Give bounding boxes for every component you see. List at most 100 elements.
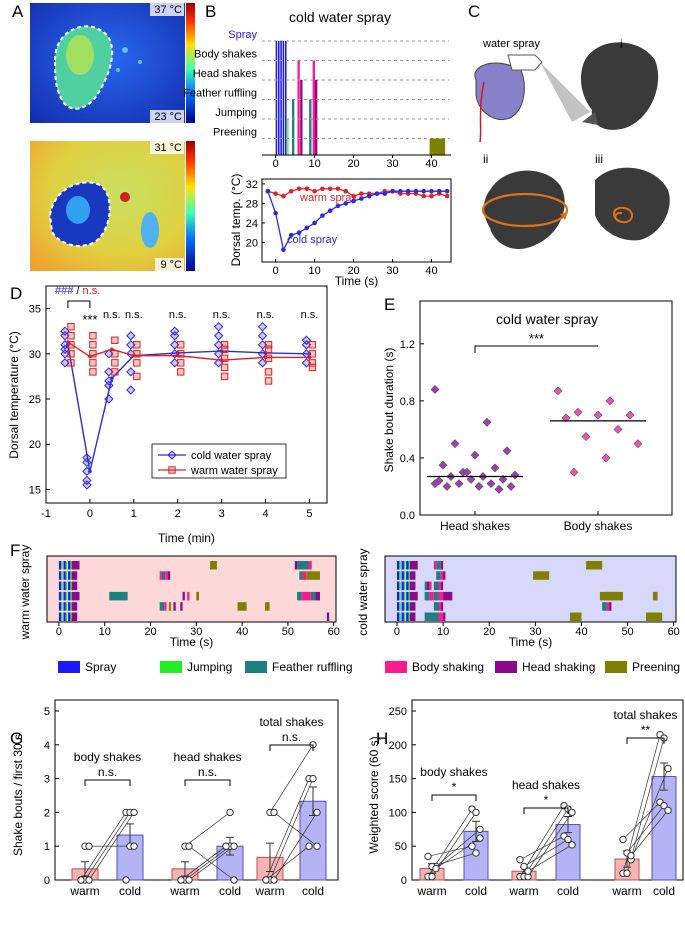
- pair-line: [184, 845, 231, 881]
- mean-point: [110, 347, 114, 352]
- y-tick-label: 1: [44, 841, 50, 853]
- behavior-bar: [61, 571, 63, 580]
- data-point: [130, 808, 138, 817]
- behavior-bar: [438, 591, 444, 601]
- series-label: warm spray: [299, 192, 357, 204]
- data-point: [424, 852, 432, 861]
- x-tick-label: 10: [437, 626, 449, 638]
- data-point: [126, 367, 136, 377]
- legend-label: Head shaking: [522, 660, 595, 674]
- group-label: body shakes: [420, 765, 487, 779]
- behavior-bar: [440, 561, 444, 570]
- behavior-bar: [196, 591, 200, 601]
- behavior-bar: [294, 561, 298, 570]
- data-point: [273, 191, 278, 196]
- data-point: [213, 331, 224, 341]
- data-point: [437, 188, 442, 194]
- behavior-bar: [301, 591, 311, 601]
- data-point: [444, 188, 450, 194]
- mean-point: [88, 469, 92, 474]
- y-tick-label: 20: [246, 237, 258, 249]
- data-point: [432, 864, 440, 873]
- behavior-bar: [443, 612, 446, 621]
- y-tick-label: 25: [29, 394, 41, 406]
- data-point: [77, 876, 85, 884]
- behavior-bar: [300, 80, 303, 155]
- baseline-test-part: n.s.: [83, 285, 101, 297]
- data-point: [468, 842, 476, 850]
- data-point: [220, 363, 229, 372]
- behavior-bar: [237, 602, 247, 611]
- x-tick-label: cold: [653, 884, 675, 898]
- behavior-bar: [396, 581, 400, 591]
- behavior-bar: [71, 591, 80, 601]
- data-point: [343, 188, 349, 194]
- significance-bracket: [184, 779, 231, 786]
- data-point: [308, 359, 317, 367]
- behavior-bar: [61, 591, 63, 601]
- behavior-bar: [409, 602, 416, 611]
- behavior-bar: [164, 602, 167, 611]
- data-point: [476, 834, 484, 842]
- behavior-bar: [406, 581, 409, 591]
- legend-swatch: [160, 661, 182, 673]
- chart-title: cold water spray: [496, 311, 598, 327]
- y-tick-label: 1.2: [400, 339, 415, 351]
- behavior-bar: [438, 602, 441, 611]
- behavior-bar: [606, 602, 610, 611]
- data-point: [398, 188, 403, 194]
- behavior-bar: [61, 602, 63, 611]
- behavior-bar: [71, 612, 78, 621]
- behavior-bar: [396, 591, 400, 601]
- data-point: [220, 341, 229, 349]
- data-point: [561, 413, 571, 423]
- behavior-bar: [58, 571, 62, 580]
- data-point: [230, 842, 238, 850]
- x-tick-label: -1: [41, 508, 51, 520]
- behavior-bar: [409, 561, 418, 570]
- legend-label: Preening: [632, 660, 680, 674]
- data-point: [429, 193, 434, 199]
- behavior-bar: [68, 571, 71, 580]
- baseline-test-part: ###: [55, 285, 74, 297]
- data-point: [67, 332, 75, 340]
- behavior-bar: [309, 99, 312, 155]
- x-tick-label: 50: [621, 626, 633, 638]
- data-point: [304, 225, 310, 231]
- significance-bracket: [431, 794, 477, 801]
- legend-label: cold water spray: [191, 450, 272, 462]
- data-point: [474, 482, 484, 491]
- y-tick-label: 0.8: [400, 396, 415, 408]
- data-point: [305, 842, 313, 850]
- y-axis-label: Weighted score (60 s): [367, 736, 381, 853]
- data-point: [568, 808, 576, 817]
- data-point: [270, 876, 278, 884]
- pair-line: [431, 852, 477, 867]
- behavior-bar: [68, 602, 71, 611]
- data-point: [264, 341, 273, 349]
- behavior-bar: [58, 561, 62, 570]
- legend-marker: [167, 450, 177, 460]
- significance-label: n.s.: [125, 309, 143, 321]
- data-point: [230, 876, 238, 884]
- y-axis-label: Shake bout duration (s): [382, 348, 396, 473]
- behavior-bar: [71, 561, 80, 570]
- pair-line: [527, 812, 573, 877]
- data-point: [133, 359, 141, 367]
- x-tick-label: 40: [236, 626, 248, 638]
- mean-point: [175, 353, 180, 358]
- significance-label: n.s.: [282, 730, 301, 744]
- data-point: [430, 385, 440, 394]
- pair-line: [527, 844, 573, 872]
- behavior-bar: [586, 561, 603, 570]
- data-point: [177, 876, 185, 884]
- data-point: [177, 368, 185, 376]
- mean-point: [88, 354, 92, 359]
- x-tick-label: warm: [254, 884, 284, 898]
- y-axis-label: cold water spray: [356, 548, 370, 635]
- data-point: [405, 188, 411, 194]
- behavior-bar: [429, 138, 446, 155]
- pair-line: [630, 768, 669, 860]
- pose-label: ii: [483, 152, 488, 166]
- data-point: [67, 359, 75, 367]
